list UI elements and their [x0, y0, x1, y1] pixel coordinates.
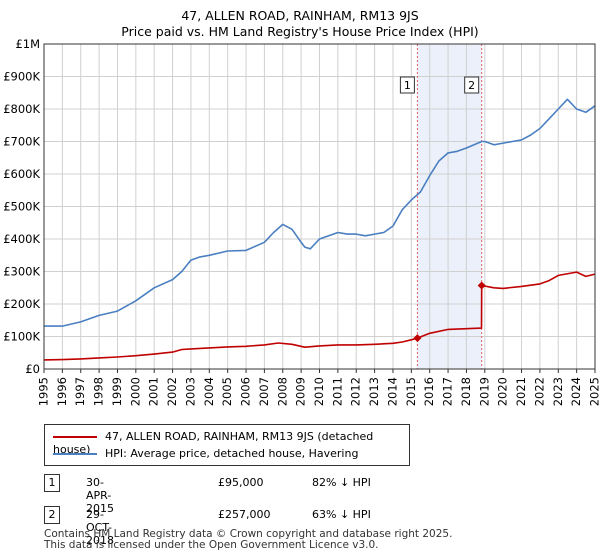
footer-line-1: Contains HM Land Registry data © Crown c… — [44, 528, 453, 540]
x-tick-label: 2009 — [294, 377, 308, 406]
x-tick-label: 1997 — [73, 377, 87, 406]
legend-swatch-hpi — [53, 453, 97, 455]
annotation-number: 2 — [44, 506, 60, 524]
x-tick-label: 1999 — [110, 377, 124, 406]
x-tick-label: 2020 — [496, 377, 510, 406]
y-tick-label: £100K — [3, 330, 40, 344]
y-tick-label: £0 — [25, 362, 40, 376]
x-tick-label: 2013 — [367, 377, 381, 406]
x-tick-label: 2007 — [257, 377, 271, 406]
sale-label-box — [464, 76, 480, 94]
annotation-hpi: 82% ↓ HPI — [312, 476, 371, 489]
chart-subtitle: Price paid vs. HM Land Registry's House … — [121, 24, 479, 39]
x-tick-label: 1998 — [92, 377, 106, 406]
x-tick-label: 2002 — [165, 377, 179, 406]
annotation-price: £257,000 — [218, 508, 271, 521]
plot-frame — [43, 43, 596, 370]
x-tick-label: 2010 — [312, 377, 326, 406]
y-tick-label: £800K — [3, 102, 40, 116]
y-tick-label: £200K — [3, 297, 40, 311]
legend-item-hpi: HPI: Average price, detached house, Have… — [53, 447, 358, 460]
x-tick-label: 2003 — [183, 377, 197, 406]
x-tick-label: 2017 — [441, 377, 455, 406]
legend-item-property: 47, ALLEN ROAD, RAINHAM, RM13 9JS (detac… — [53, 430, 409, 456]
y-tick-label: £600K — [3, 167, 40, 181]
sale-point-marker — [413, 334, 422, 343]
y-tick-label: £300K — [3, 265, 40, 279]
sale-label: 1 — [404, 79, 411, 92]
x-tick-label: 2006 — [239, 377, 253, 406]
x-tick-label: 2004 — [202, 377, 216, 406]
legend-label-property: 47, ALLEN ROAD, RAINHAM, RM13 9JS (detac… — [53, 430, 374, 456]
x-tick-label: 2024 — [569, 377, 583, 406]
y-tick-label: £500K — [3, 200, 40, 214]
chart-title: 47, ALLEN ROAD, RAINHAM, RM13 9JS — [181, 8, 419, 23]
hpi-series-line — [44, 98, 596, 327]
legend: 47, ALLEN ROAD, RAINHAM, RM13 9JS (detac… — [44, 424, 410, 466]
sale-point-marker — [477, 281, 486, 290]
x-tick-label: 2011 — [330, 377, 344, 406]
x-tick-label: 2001 — [147, 377, 161, 406]
x-tick-label: 2018 — [459, 377, 473, 406]
annotation-number: 1 — [44, 474, 60, 492]
footer-line-2: This data is licensed under the Open Gov… — [44, 539, 379, 551]
x-tick-label: 2005 — [220, 377, 234, 406]
footer: Contains HM Land Registry data © Crown c… — [44, 529, 452, 551]
price-chart: £0 £100K £200K £300K £400K £500K £600K £700K £80… — [3, 37, 600, 406]
y-tick-label: £400K — [3, 232, 40, 246]
x-tick-label: 2016 — [422, 377, 436, 406]
legend-swatch-property — [53, 436, 97, 438]
property-series-line — [43, 271, 596, 361]
x-tick-label: 2019 — [477, 377, 491, 406]
x-tick-label: 2014 — [385, 377, 399, 406]
x-tick-label: 2022 — [532, 377, 546, 406]
annotation-hpi: 63% ↓ HPI — [312, 508, 371, 521]
y-tick-label: £1M — [15, 37, 40, 51]
y-tick-label: £700K — [3, 135, 40, 149]
annotation-date: 29-OCT-2018 — [86, 508, 114, 547]
annotation-price: £95,000 — [218, 476, 264, 489]
annotation-date: 30-APR-2015 — [86, 476, 114, 515]
x-tick-label: 2015 — [404, 377, 418, 406]
legend-label-hpi: HPI: Average price, detached house, Have… — [105, 447, 359, 460]
x-tick-label: 2012 — [349, 377, 363, 406]
y-tick-label: £900K — [3, 70, 40, 84]
x-tick-label: 1995 — [37, 377, 51, 406]
x-tick-label: 2000 — [128, 377, 142, 406]
x-tick-label: 2008 — [275, 377, 289, 406]
sale-label: 2 — [468, 79, 475, 92]
x-tick-label: 1996 — [55, 377, 69, 406]
x-tick-label: 2025 — [588, 377, 600, 406]
x-tick-label: 2023 — [551, 377, 565, 406]
x-tick-label: 2021 — [514, 377, 528, 406]
sale-label-box — [399, 76, 415, 94]
